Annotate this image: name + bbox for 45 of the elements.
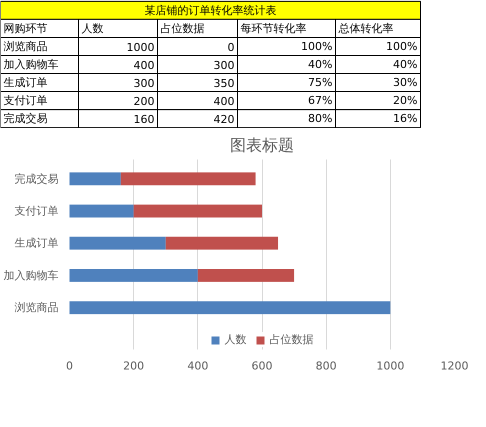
y-tick-label: 生成订单	[14, 236, 58, 250]
data-label: 75%	[308, 76, 333, 90]
x-tick-label: 800	[316, 360, 337, 372]
chart-title: 图表标题	[230, 136, 294, 154]
x-tick-label: 200	[123, 360, 144, 372]
category-label: 支付订单	[4, 94, 48, 108]
data-label: 200	[134, 95, 155, 108]
data-label: 420	[214, 113, 235, 126]
x-tick-label: 1200	[440, 360, 469, 372]
series-label: 人数	[82, 22, 104, 35]
category-label: 浏览商品	[4, 40, 48, 53]
data-label: 40%	[393, 58, 418, 71]
data-label: 350	[214, 77, 235, 90]
data-label: 300	[214, 59, 235, 72]
text: 某店铺的订单转化率统计表	[144, 4, 276, 17]
data-label: 20%	[393, 94, 418, 108]
data-label: 0	[228, 40, 234, 54]
y-tick-label: 支付订单	[14, 204, 58, 218]
x-tick-label: 0	[66, 360, 73, 372]
data-label: 100%	[301, 40, 333, 53]
series-label: 总体转化率	[338, 22, 394, 35]
data-label: 80%	[308, 112, 333, 126]
data-label: 67%	[308, 94, 333, 108]
data-label: 100%	[386, 40, 418, 53]
y-tick-label: 加入购物车	[4, 268, 58, 282]
legend-label: 人数	[224, 332, 246, 347]
category-label: 生成订单	[4, 76, 48, 90]
x-tick-label: 400	[187, 360, 208, 372]
data-label: 400	[214, 95, 235, 108]
x-tick-label: 600	[252, 360, 272, 372]
text: 占位数据	[160, 22, 204, 35]
data-label: 160	[134, 113, 155, 126]
text: 网购环节	[4, 22, 48, 35]
y-tick-label: 完成交易	[14, 172, 58, 186]
data-label: 30%	[393, 76, 418, 90]
data-label: 40%	[308, 58, 333, 71]
legend-label: 占位数据	[270, 332, 314, 347]
y-tick-label: 浏览商品	[14, 301, 58, 314]
data-label: 400	[134, 59, 155, 72]
category-label: 完成交易	[4, 112, 48, 126]
data-label: 1000	[126, 40, 155, 54]
text: 每环节转化率	[240, 22, 306, 35]
data-label: 300	[134, 77, 155, 90]
x-tick-label: 1000	[376, 360, 404, 372]
data-label: 16%	[393, 112, 418, 126]
